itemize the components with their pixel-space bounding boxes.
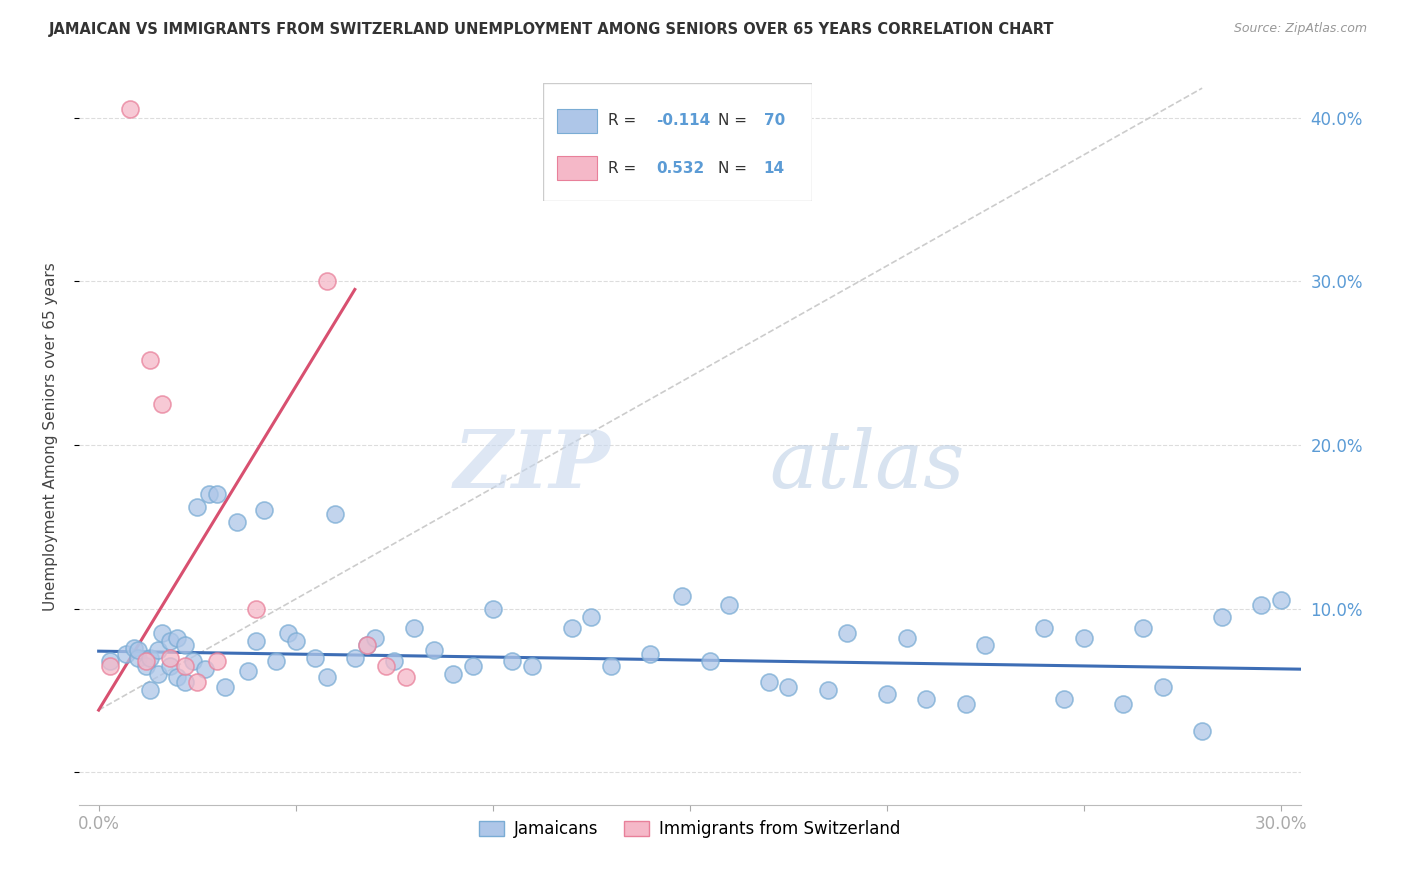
- Point: [501, 654, 523, 668]
- Point: [186, 500, 208, 515]
- Point: [225, 515, 247, 529]
- Point: [150, 397, 173, 411]
- Point: [174, 675, 197, 690]
- Point: [238, 664, 260, 678]
- Y-axis label: Unemployment Among Seniors over 65 years: Unemployment Among Seniors over 65 years: [44, 262, 58, 611]
- Point: [277, 626, 299, 640]
- Point: [640, 648, 662, 662]
- Point: [402, 621, 425, 635]
- Point: [146, 667, 169, 681]
- Point: [1250, 599, 1272, 613]
- Point: [837, 626, 859, 640]
- Point: [198, 487, 221, 501]
- Point: [441, 667, 464, 681]
- Point: [382, 654, 405, 668]
- Point: [817, 683, 839, 698]
- Point: [520, 659, 543, 673]
- Point: [915, 691, 938, 706]
- Point: [159, 634, 181, 648]
- Point: [1270, 593, 1292, 607]
- Point: [150, 626, 173, 640]
- Point: [461, 659, 484, 673]
- Point: [671, 589, 693, 603]
- Point: [600, 659, 623, 673]
- Point: [186, 675, 208, 690]
- Point: [100, 654, 122, 668]
- Text: Source: ZipAtlas.com: Source: ZipAtlas.com: [1233, 22, 1367, 36]
- Point: [135, 659, 157, 673]
- Point: [1191, 724, 1213, 739]
- Point: [100, 659, 122, 673]
- Point: [422, 642, 444, 657]
- Text: JAMAICAN VS IMMIGRANTS FROM SWITZERLAND UNEMPLOYMENT AMONG SENIORS OVER 65 YEARS: JAMAICAN VS IMMIGRANTS FROM SWITZERLAND …: [49, 22, 1054, 37]
- Point: [122, 640, 145, 655]
- Point: [363, 631, 385, 645]
- Point: [253, 503, 276, 517]
- Point: [561, 621, 583, 635]
- Point: [264, 654, 287, 668]
- Point: [323, 507, 346, 521]
- Point: [974, 638, 997, 652]
- Point: [375, 659, 398, 673]
- Point: [581, 609, 603, 624]
- Point: [139, 352, 162, 367]
- Point: [166, 670, 188, 684]
- Point: [718, 599, 741, 613]
- Point: [159, 659, 181, 673]
- Point: [174, 659, 197, 673]
- Point: [1112, 697, 1135, 711]
- Point: [194, 662, 217, 676]
- Point: [316, 670, 339, 684]
- Point: [395, 670, 418, 684]
- Point: [166, 631, 188, 645]
- Point: [284, 634, 307, 648]
- Point: [135, 654, 157, 668]
- Point: [205, 487, 228, 501]
- Point: [205, 654, 228, 668]
- Legend: Jamaicans, Immigrants from Switzerland: Jamaicans, Immigrants from Switzerland: [472, 814, 907, 845]
- Point: [1132, 621, 1154, 635]
- Point: [876, 687, 898, 701]
- Point: [139, 683, 162, 698]
- Point: [481, 601, 503, 615]
- Point: [356, 638, 378, 652]
- Point: [356, 638, 378, 652]
- Point: [127, 650, 149, 665]
- Point: [304, 650, 326, 665]
- Point: [896, 631, 918, 645]
- Point: [316, 274, 339, 288]
- Point: [1033, 621, 1056, 635]
- Point: [174, 638, 197, 652]
- Point: [245, 634, 267, 648]
- Point: [159, 650, 181, 665]
- Point: [127, 642, 149, 657]
- Point: [1073, 631, 1095, 645]
- Point: [245, 601, 267, 615]
- Point: [699, 654, 721, 668]
- Point: [1211, 609, 1233, 624]
- Point: [115, 648, 138, 662]
- Point: [1152, 680, 1174, 694]
- Point: [758, 675, 780, 690]
- Point: [139, 650, 162, 665]
- Text: atlas: atlas: [769, 427, 965, 505]
- Point: [343, 650, 366, 665]
- Point: [778, 680, 800, 694]
- Point: [1053, 691, 1076, 706]
- Point: [146, 642, 169, 657]
- Point: [214, 680, 236, 694]
- Point: [181, 654, 204, 668]
- Point: [955, 697, 977, 711]
- Text: ZIP: ZIP: [454, 427, 610, 505]
- Point: [120, 103, 142, 117]
